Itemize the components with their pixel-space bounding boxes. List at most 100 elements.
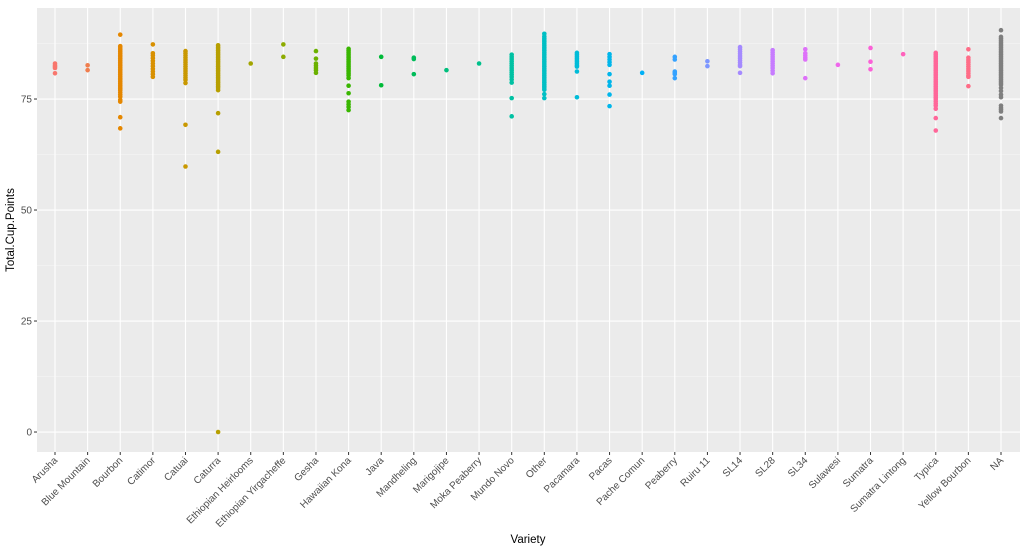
data-point [802, 57, 808, 62]
data-point [183, 80, 188, 86]
data-point [868, 59, 873, 65]
y-tick-label: 0 [26, 428, 32, 439]
data-point [607, 79, 612, 85]
data-point [215, 87, 221, 93]
data-point [313, 70, 319, 76]
x-tick-label: SL14 [721, 455, 746, 480]
data-point [574, 64, 580, 69]
data-point [672, 71, 678, 77]
data-point [933, 106, 939, 112]
data-point [607, 83, 612, 88]
data-point [411, 71, 417, 77]
data-point [966, 46, 971, 52]
x-tick-label: Catuai [162, 455, 190, 483]
data-point [998, 115, 1004, 121]
data-point [183, 164, 188, 169]
data-point [117, 126, 123, 131]
x-tick-label: Caturra [192, 455, 224, 487]
data-point [998, 109, 1004, 114]
data-point [607, 92, 612, 97]
x-tick-label: SL28 [753, 455, 778, 480]
data-point [281, 54, 286, 60]
data-point [998, 27, 1004, 33]
y-axis: 0 25 50 75 [21, 95, 37, 439]
data-point [346, 107, 351, 113]
data-point [117, 114, 123, 120]
data-point [998, 88, 1004, 94]
x-tick-label: Peaberry [643, 455, 679, 491]
y-tick-label: 50 [21, 206, 33, 217]
data-point [346, 90, 351, 96]
x-tick-label: Sulawesi [807, 455, 843, 491]
x-axis-title: Variety [511, 534, 546, 546]
data-point [52, 70, 58, 76]
data-point [868, 66, 873, 72]
x-tick-label: Java [364, 455, 387, 478]
data-point [542, 91, 547, 97]
data-point [672, 57, 678, 62]
data-point [411, 56, 417, 62]
data-point [281, 42, 286, 47]
data-point [705, 63, 710, 69]
x-tick-label: Gesha [292, 455, 321, 484]
data-point [248, 61, 254, 66]
data-point [868, 45, 873, 51]
y-axis-title: Total.Cup.Points [5, 188, 17, 272]
data-point [770, 70, 775, 76]
data-point [85, 62, 90, 68]
data-point [313, 48, 319, 54]
data-point [639, 70, 645, 76]
x-tick-label: Pacas [587, 455, 614, 482]
data-point [117, 99, 123, 104]
x-tick-label: Catimor [125, 455, 158, 488]
data-point [444, 67, 449, 73]
x-tick-label: Pacamara [542, 455, 582, 495]
data-point [509, 80, 514, 85]
data-point [378, 54, 384, 60]
data-point [802, 46, 808, 52]
data-point [672, 75, 678, 81]
data-point [509, 95, 514, 101]
data-point [346, 75, 351, 81]
data-point [705, 58, 710, 64]
data-point [574, 94, 580, 100]
x-tick-label: NA [989, 455, 1007, 473]
data-point [542, 87, 547, 92]
data-point [933, 115, 939, 121]
x-tick-label: Typica [913, 455, 942, 484]
data-point [215, 429, 221, 435]
data-points [52, 27, 1004, 435]
data-point [998, 94, 1004, 100]
data-point [215, 149, 221, 155]
x-tick-label: Bourbon [91, 455, 126, 490]
data-point [574, 69, 580, 74]
y-tick-label: 75 [21, 95, 33, 106]
plot-panel [37, 8, 1020, 452]
data-point [378, 82, 384, 88]
data-point [183, 122, 188, 128]
data-point [737, 63, 743, 69]
data-point [346, 83, 351, 88]
data-point [117, 32, 123, 37]
data-point [933, 128, 939, 133]
data-point [150, 74, 156, 80]
x-tick-label: Other [524, 455, 550, 481]
data-point [52, 65, 58, 71]
x-tick-label: Arusha [30, 455, 60, 485]
data-point [607, 71, 612, 77]
data-point [900, 51, 906, 57]
data-point [150, 42, 156, 47]
y-tick-label: 25 [21, 317, 33, 328]
data-point [215, 110, 221, 116]
x-tick-label: SL34 [786, 455, 811, 480]
data-point [313, 56, 319, 61]
data-point [737, 70, 743, 76]
data-point [607, 103, 612, 109]
data-point [476, 61, 482, 66]
data-point [802, 75, 808, 81]
x-tick-label: Ruiru 11 [679, 455, 713, 489]
gridlines [37, 8, 1020, 452]
data-point [85, 67, 90, 73]
